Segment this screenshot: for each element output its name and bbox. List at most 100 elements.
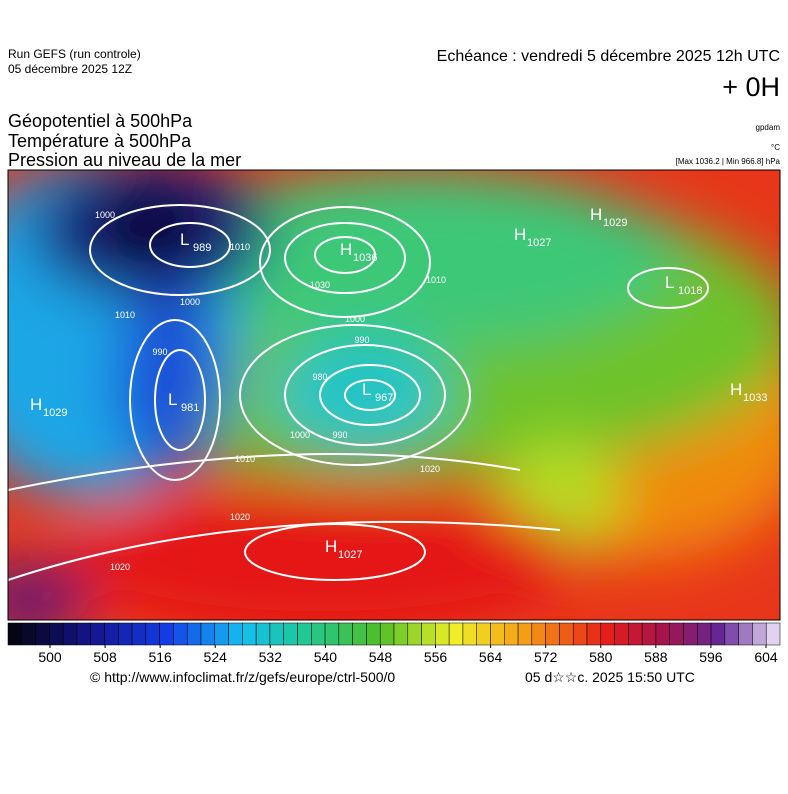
pressure-center: H 1027 [514,225,551,249]
color-swatch [586,622,602,646]
center-letter: L [180,230,189,249]
colorbar-label: 500 [38,649,62,665]
center-value: 981 [181,402,199,414]
center-letter: H [514,225,526,244]
color-swatch [62,622,78,646]
colorbar-label: 596 [699,649,723,665]
color-swatch [641,622,657,646]
pressure-center: H 1033 [730,380,767,404]
unit-label: °C [771,143,780,152]
center-letter: H [730,380,742,399]
color-swatch [462,622,477,646]
center-letter: H [340,240,352,259]
center-value: 1027 [338,549,362,561]
color-swatch [145,622,160,646]
field-label: Pression au niveau de la mer [8,150,241,170]
color-swatch [710,622,726,646]
run-date: 05 décembre 2025 12Z [8,62,132,76]
field-label: Température à 500hPa [8,131,192,151]
center-value: 1036 [353,252,377,264]
isobar-label: 990 [332,430,347,440]
center-letter: H [325,537,337,556]
color-swatch [614,622,629,646]
unit-label: [Max 1036.2 | Min 966.8] hPa [676,157,781,166]
color-swatch [35,622,50,646]
color-swatch [104,622,119,646]
field-label: Géopotentiel à 500hPa [8,111,193,131]
color-swatch [752,622,767,646]
colorbar: 500 508 516 524 532 540 548 556 564 572 580 588 596 6… [7,622,781,665]
pressure-center: H 1029 [590,205,627,229]
color-swatch [255,622,271,646]
colorbar-label: 556 [424,649,448,665]
colorbar-label: 604 [754,649,778,665]
color-swatch [531,622,546,646]
color-swatch [338,622,353,646]
pressure-center: L 989 [180,230,211,254]
isobar-label: 990 [152,347,167,357]
color-swatch [366,622,381,646]
color-swatch [269,622,284,646]
pressure-center: L 967 [362,380,393,404]
color-swatch [655,622,670,646]
isobar-label: 1020 [110,562,130,572]
color-swatch [200,622,216,646]
color-swatch [393,622,409,646]
center-letter: L [665,273,674,292]
center-value: 989 [193,242,211,254]
color-swatch [448,622,464,646]
isobar-label: 1000 [180,297,200,307]
color-swatch [545,622,560,646]
color-swatch [7,622,23,646]
color-swatch [311,622,326,646]
timestamp: 05 d☆☆c. 2025 15:50 UTC [525,669,695,685]
echeance: Echéance : vendredi 5 décembre 2025 12h … [437,48,780,65]
center-value: 1027 [527,237,551,249]
run-title: Run GEFS (run controle) [8,47,141,61]
color-swatch [697,622,712,646]
center-value: 1018 [678,285,702,297]
color-swatch [228,622,243,646]
isobar-label: 990 [354,335,369,345]
color-swatch [49,622,64,646]
color-swatch [517,622,533,646]
color-swatch [283,622,298,646]
color-swatch [476,622,491,646]
map-frame [7,169,781,621]
isobar-label: 1010 [426,275,446,285]
isobar-label: 980 [312,372,327,382]
colorbar-label: 516 [148,649,172,665]
pressure-center: L 981 [168,390,199,414]
lead-time: + 0H [722,72,780,102]
isobar-label: 1010 [115,310,135,320]
center-letter: L [168,390,177,409]
pressure-center: H 1029 [30,395,67,419]
color-swatch [214,622,229,646]
map [8,170,780,620]
colorbar-label: 508 [93,649,117,665]
color-swatch [435,622,450,646]
isobar-label: 1010 [230,242,250,252]
color-swatch [421,622,436,646]
color-swatch [159,622,174,646]
center-value: 967 [375,392,393,404]
color-swatch [559,622,574,646]
color-swatch [683,622,698,646]
colorbar-label: 564 [479,649,503,665]
color-swatch [724,622,739,646]
color-swatch [407,622,422,646]
color-swatch [765,622,781,646]
color-swatch [490,622,505,646]
color-swatch [131,622,147,646]
unit-label: gpdam [756,123,781,132]
isobar-label: 1000 [290,430,310,440]
color-swatch [504,622,519,646]
pressure-center: L 1018 [665,273,702,297]
colorbar-label: 540 [314,649,338,665]
pressure-center: H 1036 [340,240,377,264]
isobar-label: 1030 [310,280,330,290]
colorbar-label: 524 [204,649,228,665]
center-letter: L [362,380,371,399]
color-swatch [669,622,684,646]
color-swatch [186,622,202,646]
